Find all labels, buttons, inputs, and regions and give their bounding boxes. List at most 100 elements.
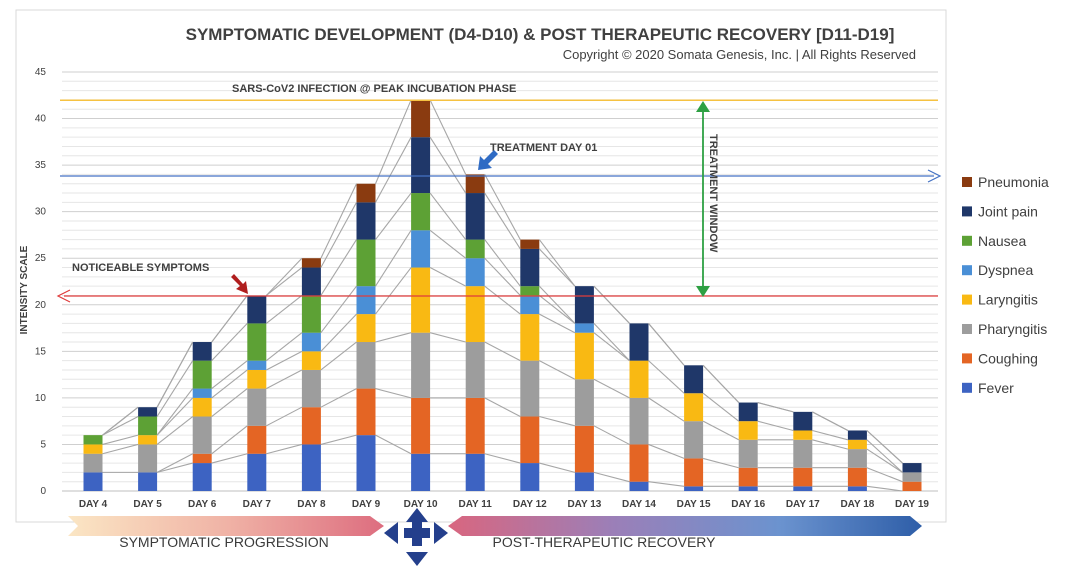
connector-line: [429, 99, 467, 175]
bar-segment-joint-pain: [138, 407, 158, 417]
connector-line: [320, 388, 357, 408]
connector-line: [374, 99, 412, 184]
connector-line: [265, 257, 303, 296]
bar-segment-nausea: [411, 193, 431, 231]
connector-line: [266, 443, 303, 455]
connector-line: [375, 434, 412, 455]
connector-line: [484, 239, 521, 287]
connector-line: [593, 471, 630, 483]
connector-line: [375, 332, 412, 343]
bar-segment-laryngitis: [356, 314, 376, 343]
bar-segment-dyspnea: [574, 323, 594, 333]
x-tick-label: DAY 8: [297, 499, 326, 510]
connector-line: [866, 439, 903, 473]
noticeable-symptoms-label: NOTICEABLE SYMPTOMS: [72, 262, 209, 274]
connector-line: [266, 350, 303, 371]
bar-segment-fever: [738, 486, 758, 491]
bar-segment-laryngitis: [847, 439, 867, 450]
connector-line: [320, 202, 357, 268]
bar-segment-laryngitis: [738, 421, 758, 440]
symptomatic-progression-label: SYMPTOMATIC PROGRESSION: [119, 534, 329, 550]
connector-line: [156, 360, 194, 417]
treatment-day-label: TREATMENT DAY 01: [490, 142, 597, 154]
treatment-window-arrow-down: [696, 286, 710, 297]
connector-line: [156, 397, 194, 436]
bar-segment-pharyngitis: [192, 416, 212, 454]
connector-line: [757, 420, 794, 432]
x-tick-label: DAY 13: [567, 499, 601, 510]
bar-segment-coughing: [192, 453, 212, 464]
connector-line: [265, 295, 303, 324]
bar-segment-laryngitis: [247, 369, 267, 389]
connector-line: [102, 443, 139, 455]
bar-segment-laryngitis: [411, 267, 431, 333]
connector-line: [539, 313, 576, 334]
bar-segment-fever: [192, 463, 212, 491]
y-tick-label: 10: [35, 393, 47, 404]
connector-line: [320, 285, 357, 334]
connector-line: [866, 448, 903, 473]
bar-segment-laryngitis: [83, 444, 103, 454]
bar-segment-joint-pain: [793, 411, 813, 431]
connector-line: [648, 323, 685, 366]
bar-segment-dyspnea: [247, 360, 267, 370]
bar-segment-joint-pain: [738, 402, 758, 422]
x-tick-label: DAY 16: [731, 499, 765, 510]
connector-line: [320, 313, 357, 352]
treatment-line-arrowhead: [927, 169, 942, 183]
four-way-arrow-icon: [384, 508, 448, 566]
x-tick-label: DAY 19: [895, 499, 929, 510]
bar-segment-pharyngitis: [465, 342, 485, 398]
connector-line: [812, 411, 849, 431]
bar-segment-fever: [465, 453, 485, 491]
connector-line: [866, 430, 903, 464]
bar-segment-coughing: [465, 397, 485, 454]
treatment-day-pointer-arrow: [478, 150, 498, 170]
bar-segment-dyspnea: [465, 258, 485, 287]
bar-segment-joint-pain: [465, 193, 485, 240]
noticeable-line-arrowhead: [56, 289, 71, 303]
bar-segment-dyspnea: [520, 295, 540, 315]
bar-segment-joint-pain: [520, 248, 540, 287]
connector-line: [539, 462, 576, 473]
bar-segment-laryngitis: [465, 286, 485, 343]
bar-segment-pharyngitis: [411, 332, 431, 398]
noticeable-symptoms-pointer-arrow: [231, 274, 248, 294]
treatment-window-arrow-up: [696, 101, 710, 112]
connector-line: [702, 364, 740, 403]
connector-line: [484, 453, 521, 464]
connector-line: [866, 467, 903, 483]
x-tick-label: DAY 11: [459, 499, 493, 510]
legend-entry: Fever: [978, 380, 1014, 396]
bar-segment-joint-pain: [629, 323, 649, 361]
bar-segment-pharyngitis: [520, 360, 540, 417]
bar-segment-laryngitis: [574, 332, 594, 380]
connector-line: [484, 257, 521, 296]
bar-segment-joint-pain: [847, 430, 867, 440]
bar-segment-fever: [793, 486, 813, 491]
connector-line: [266, 406, 303, 427]
connector-line: [593, 425, 630, 445]
y-tick-label: 30: [35, 207, 47, 218]
legend-swatch: [962, 206, 972, 217]
bar-segment-fever: [301, 444, 321, 491]
connector-line: [484, 341, 521, 362]
bar-segment-fever: [83, 472, 103, 491]
connector-line: [538, 295, 576, 324]
connector-line: [429, 267, 466, 287]
bar-segment-joint-pain: [902, 463, 922, 473]
y-tick-label: 35: [35, 160, 47, 171]
connector-line: [211, 453, 248, 464]
x-tick-label: DAY 9: [352, 499, 381, 510]
connector-line: [538, 248, 576, 287]
bars: [83, 99, 922, 491]
legend-swatch: [962, 324, 972, 334]
bar-segment-pharyngitis: [83, 453, 103, 473]
x-tick-label: DAY 5: [133, 499, 162, 510]
bar-segment-pneumonia: [356, 183, 376, 203]
connector-line: [375, 267, 412, 315]
bar-segment-coughing: [738, 467, 758, 487]
bar-segment-pharyngitis: [247, 388, 267, 426]
legend: Pneumonia Joint pain Nausea Dyspnea Laryngit…: [962, 174, 1049, 396]
